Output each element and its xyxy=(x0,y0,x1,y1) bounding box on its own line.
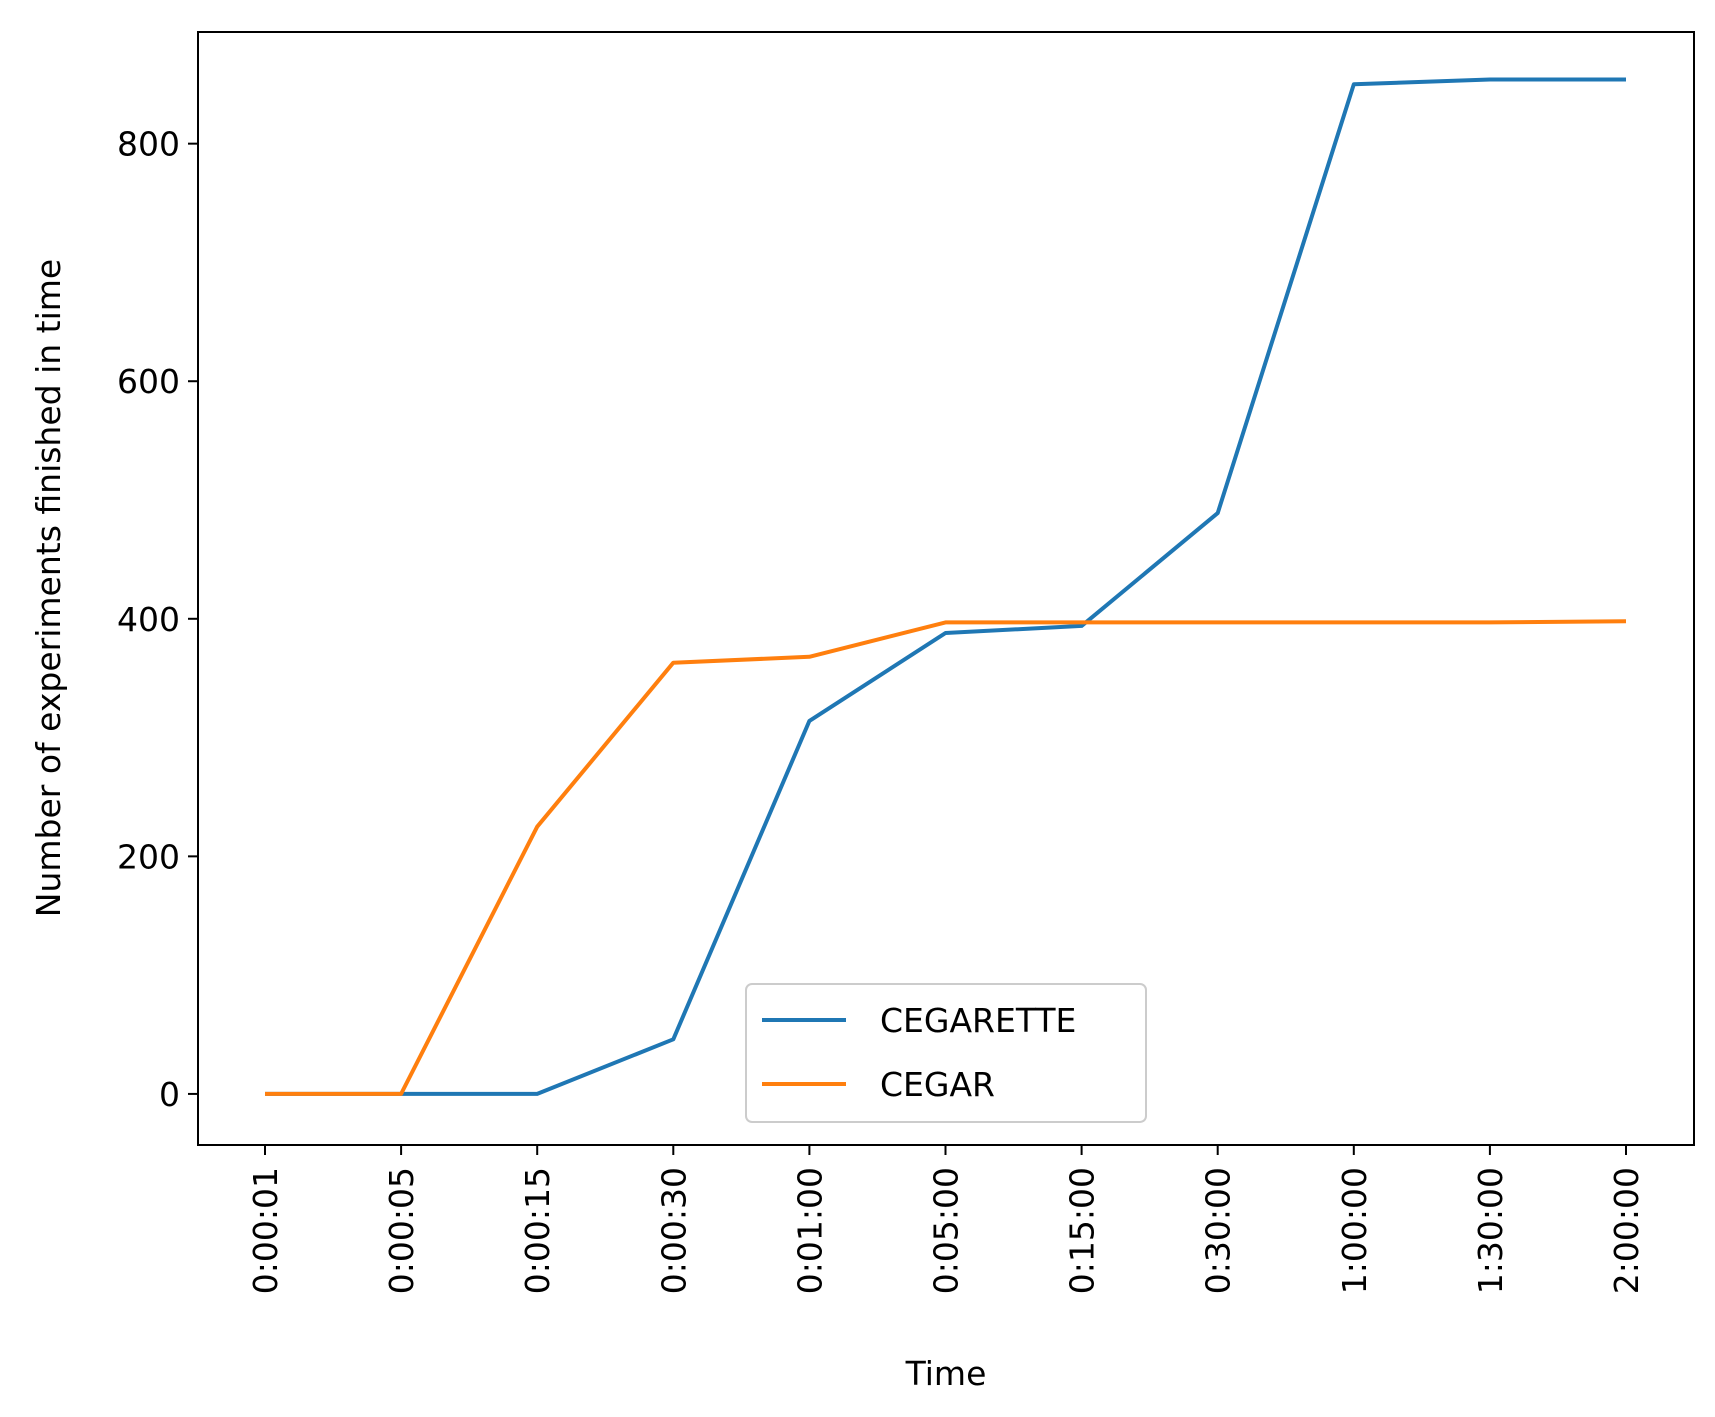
x-tick-label: 0:00:30 xyxy=(654,1167,693,1294)
series-line-cegar xyxy=(265,619,1627,1096)
y-tick-label: 800 xyxy=(117,125,180,164)
y-tick-label: 200 xyxy=(117,837,180,876)
x-tick-label: 0:00:05 xyxy=(382,1167,421,1294)
x-tick-label: 0:01:00 xyxy=(790,1167,829,1294)
y-tick-label: 600 xyxy=(117,362,180,401)
x-tick-label: 0:00:01 xyxy=(246,1167,285,1294)
x-tick-label: 1:00:00 xyxy=(1335,1167,1374,1294)
x-axis: 0:00:01 0:00:05 0:00:15 0:00:30 0:01:00 0:05:… xyxy=(246,1145,1646,1294)
x-tick-label: 1:30:00 xyxy=(1471,1167,1510,1294)
y-tick-label: 400 xyxy=(117,600,180,639)
legend-label-cegarette: CEGARETTE xyxy=(880,1001,1076,1040)
y-axis: 0 200 400 600 800 xyxy=(117,125,198,1114)
x-tick-label: 0:15:00 xyxy=(1063,1167,1102,1294)
legend-label-cegar: CEGAR xyxy=(880,1065,995,1104)
y-tick-label: 0 xyxy=(159,1075,180,1114)
y-axis-title: Number of experiments finished in time xyxy=(29,259,68,917)
legend: CEGARETTE CEGAR xyxy=(745,983,1147,1123)
x-tick-label: 0:00:15 xyxy=(518,1167,557,1294)
x-axis-title: Time xyxy=(905,1354,987,1393)
series-line-cegarette xyxy=(265,77,1626,1096)
x-tick-label: 0:30:00 xyxy=(1199,1167,1238,1294)
series-lines xyxy=(265,77,1627,1096)
x-tick-label: 0:05:00 xyxy=(927,1167,966,1294)
x-tick-label: 2:00:00 xyxy=(1607,1167,1646,1294)
